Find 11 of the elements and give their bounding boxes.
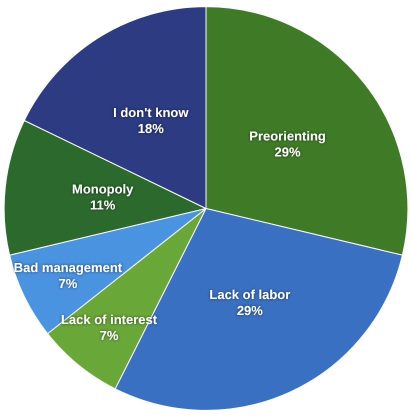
slice-label: Monopoly xyxy=(72,182,134,197)
data-label: 29% xyxy=(274,144,301,160)
slice-label: Lack of labor xyxy=(209,287,290,302)
data-label: 29% xyxy=(236,303,264,318)
slice-label: Bad management xyxy=(14,260,123,275)
data-label: 7% xyxy=(100,328,119,343)
slice-label: Preorienting xyxy=(249,128,326,144)
data-label: 11% xyxy=(90,198,116,213)
data-label: 18% xyxy=(138,120,164,136)
data-label: 7% xyxy=(58,276,78,291)
slice-label: I don't know xyxy=(113,104,190,120)
